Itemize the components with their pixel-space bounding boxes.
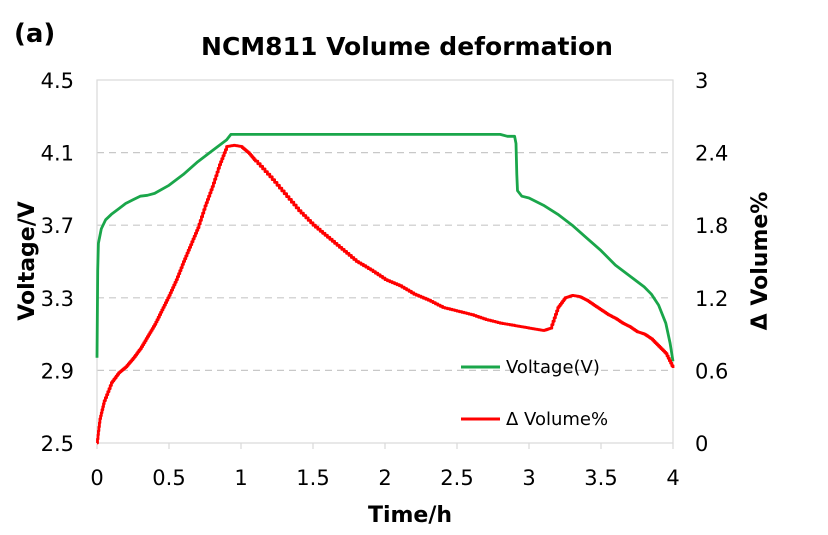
left-tick-label: 4.1 [41,142,74,166]
x-tick-label: 3.5 [584,466,617,490]
right-tick-label: 2.4 [695,142,728,166]
legend-voltage-label: Voltage(V) [506,357,600,378]
right-tick-label: 0.6 [695,359,728,383]
left-tick-label: 3.3 [41,287,74,311]
left-tick-label: 3.7 [41,214,74,238]
x-tick-label: 3 [522,466,535,490]
gridlines [97,152,673,371]
series-line-voltage [95,133,675,362]
right-tick-label: 3 [695,69,708,93]
legend: Voltage(V) Δ Volume% [461,357,608,430]
left-tick-label: 2.9 [41,359,74,383]
right-axis-label: Δ Volume% [748,192,773,331]
left-axis-ticks: 2.5 2.9 3.3 3.7 4.1 4.5 [41,69,74,456]
x-tick-label: 4 [666,466,679,490]
chart-title: NCM811 Volume deformation [201,32,613,61]
x-tick-label: 0.5 [152,466,185,490]
right-tick-label: 0 [695,432,708,456]
x-tick-label: 0 [90,466,103,490]
right-tick-label: 1.2 [695,287,728,311]
right-tick-label: 1.8 [695,214,728,238]
x-axis-ticks: 0 0.5 1 1.5 2 2.5 3 3.5 4 [90,443,680,490]
x-axis-label: Time/h [368,503,452,528]
panel-label: (a) [14,19,55,49]
x-tick-label: 2 [378,466,391,490]
legend-volume-label: Δ Volume% [506,409,608,430]
left-tick-label: 2.5 [41,432,74,456]
x-tick-label: 2.5 [440,466,473,490]
x-tick-label: 1 [234,466,247,490]
right-axis-ticks: 0 0.6 1.2 1.8 2.4 3 [695,69,728,456]
x-tick-label: 1.5 [296,466,329,490]
left-axis-label: Voltage/V [15,201,40,321]
left-tick-label: 4.5 [41,69,74,93]
series-group [95,133,675,445]
series-line-volume [96,143,675,445]
